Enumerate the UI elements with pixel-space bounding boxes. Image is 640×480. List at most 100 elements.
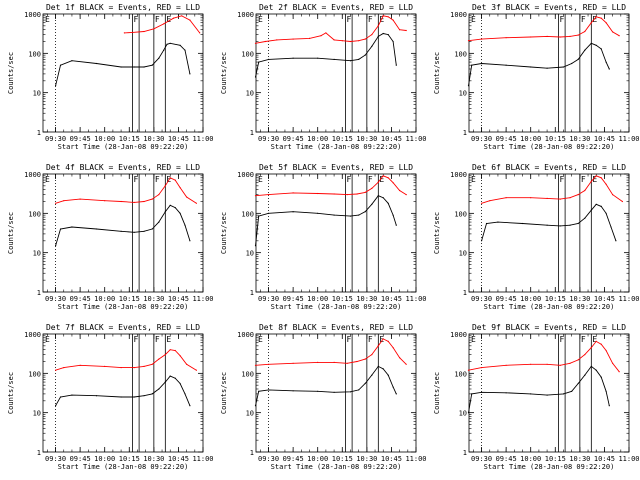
data-point [590,22,592,24]
data-point [377,25,379,27]
y-axis-label: Counts/sec [7,212,15,254]
data-point [169,375,171,377]
data-point [254,76,257,78]
x-tick-label: 10:00 [94,455,115,463]
y-tick-label: 1000 [237,331,254,339]
y-tick-label: 10 [33,410,41,418]
plot-frame [468,13,630,133]
data-point [179,212,181,214]
x-tick-label: 09:30 [45,455,66,463]
data-point [356,360,358,363]
x-tick-label: 10:45 [381,455,402,463]
data-point [292,57,294,59]
data-point [364,54,366,56]
data-point [387,202,389,204]
data-point [481,391,483,393]
data-point [382,175,384,177]
data-point [166,43,168,45]
x-tick-label: 10:30 [356,295,377,303]
data-point [276,39,278,41]
x-tick-label: 10:15 [545,135,566,143]
plot-frame [255,13,417,133]
data-point [317,192,319,195]
data-point [364,358,366,360]
x-tick-label: 10:15 [332,295,353,303]
data-point [179,355,181,357]
data-point [605,390,607,392]
x-tick-label: 09:45 [283,295,304,303]
data-point [186,363,188,365]
flag-label: E [379,335,384,344]
data-point [358,389,360,391]
data-point [399,189,401,192]
data-point [364,211,366,213]
data-point [392,386,394,388]
data-point [621,200,624,203]
data-point [371,354,373,356]
data-point [577,222,579,225]
flag-label: E [592,15,597,24]
data-point [584,354,586,356]
data-point [577,34,579,36]
data-point [143,66,145,68]
flag-label: E [258,15,263,24]
x-tick-label: 10:15 [332,135,353,143]
data-point [569,35,571,38]
data-point [349,391,352,393]
data-point [179,187,181,189]
data-point [610,226,612,228]
data-point [595,340,597,342]
x-tick-label: 09:30 [471,135,492,143]
flag-label: E [592,335,597,344]
flag-label: E [166,335,171,344]
data-point [317,361,319,363]
data-point [382,197,384,199]
y-tick-label: 10 [33,90,41,98]
data-point [151,64,153,66]
data-point [371,374,373,376]
x-tick-label: 09:30 [258,295,279,303]
data-point [471,64,473,66]
x-tick-label: 11:00 [405,295,426,303]
data-point [371,45,373,48]
data-point [387,374,389,376]
x-tick-label: 10:00 [307,135,328,143]
data-point [268,212,270,214]
data-point [590,180,592,182]
x-tick-label: 09:45 [70,295,91,303]
data-point [546,35,548,38]
data-point [268,363,270,365]
data-point [189,240,191,242]
y-axis-label: Counts/sec [220,372,228,414]
data-point [151,393,153,395]
panel-title: Det 7f BLACK = Events, RED = LLD [46,323,200,332]
data-point [595,175,597,177]
data-point [559,198,561,200]
y-axis-label: Counts/sec [220,52,228,94]
series-line-lld [55,177,197,204]
data-point [405,29,407,32]
y-tick-label: 100 [454,210,467,218]
flag-label: F [368,335,373,344]
y-axis-label: Counts/sec [7,372,15,414]
x-tick-label: 10:15 [545,455,566,463]
data-point [174,377,176,379]
data-point [120,396,122,398]
detector-panel-9: Det 9f BLACK = Events, RED = LLD 1 10 100 10… [433,323,640,471]
data-point [590,209,592,211]
data-point [618,35,620,37]
series-line-events [255,365,397,406]
data-point [530,66,532,68]
data-point [584,189,586,192]
detector-panel-2: Det 2f BLACK = Events, RED = LLD 1 10 100 10… [220,3,427,151]
flag-label: F [368,175,373,184]
x-tick-label: 10:00 [307,455,328,463]
data-point [358,214,360,216]
flag-label: F [560,15,565,24]
x-tick-label: 10:15 [332,455,353,463]
data-point [59,396,62,398]
x-tick-label: 10:30 [143,455,164,463]
data-point [612,194,614,196]
y-tick-label: 1000 [450,11,467,19]
data-point [95,395,98,397]
